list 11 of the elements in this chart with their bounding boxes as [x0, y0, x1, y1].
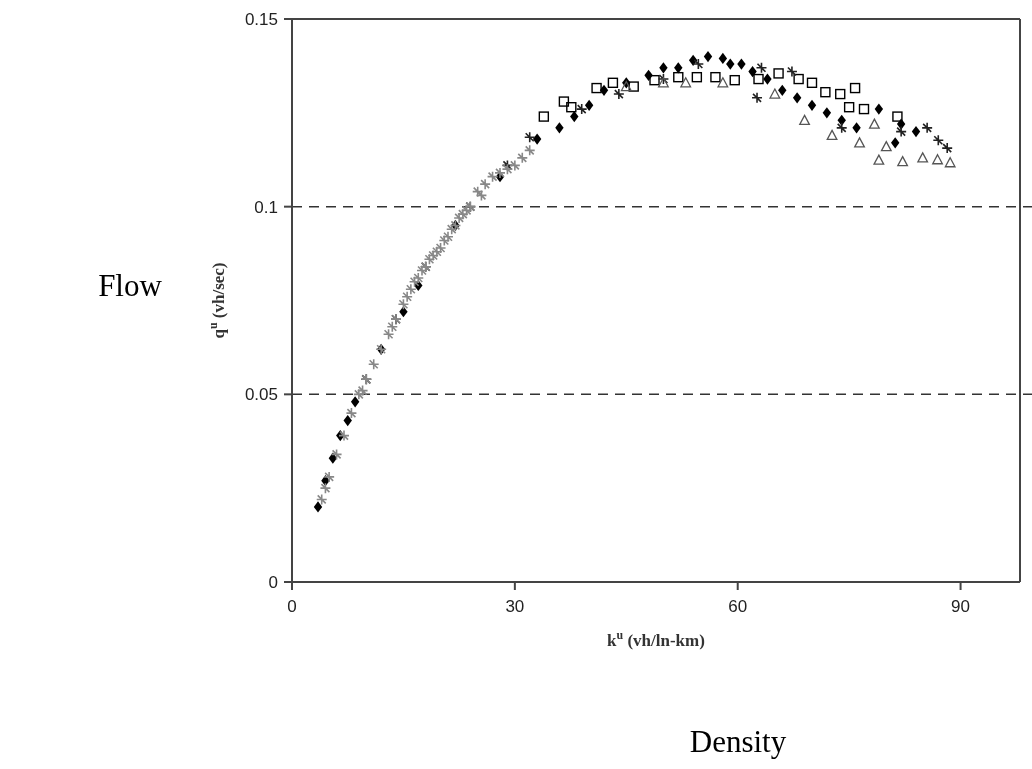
y-tick-label: 0 — [268, 573, 278, 592]
text: Density — [689, 724, 787, 759]
x-tick-label: 90 — [951, 597, 971, 616]
x-tick-label: 0 — [287, 597, 297, 616]
text: Flow — [98, 268, 163, 303]
x-tick-label: 60 — [728, 597, 748, 616]
x-tick-label: 30 — [505, 597, 525, 616]
x-axis-title: k$^{u}$ (vh/ln-km) — [607, 628, 705, 650]
y-tick-label: 0.1 — [254, 197, 278, 217]
y-tick-label: 0.05 — [244, 385, 278, 405]
y-tick-label: 0.15 — [244, 10, 278, 29]
